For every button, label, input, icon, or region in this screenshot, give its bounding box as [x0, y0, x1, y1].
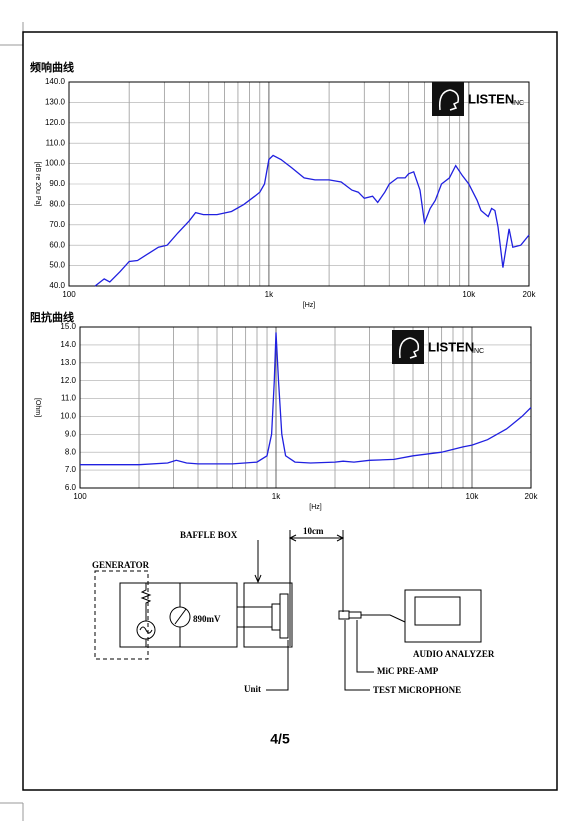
logo-suffix: INC: [512, 100, 524, 107]
meter-needle: [174, 608, 187, 625]
label: MiC PRE-AMP: [377, 666, 439, 676]
y-tick-label: 130.0: [45, 98, 66, 107]
page-border: [22, 31, 558, 791]
y-tick-label: 70.0: [49, 220, 65, 229]
y-tick-label: 80.0: [49, 200, 65, 209]
x-axis-label: [Hz]: [309, 504, 322, 511]
leader: [344, 620, 370, 691]
x-tick-label: 10k: [462, 290, 476, 299]
analyzer: [404, 589, 482, 643]
logo-face: [398, 337, 420, 359]
x-tick-label: 100: [62, 290, 76, 299]
leader: [266, 640, 289, 691]
label: 890mV: [193, 614, 221, 624]
logo-suffix: INC: [472, 348, 484, 355]
logo-mark: [392, 330, 424, 364]
resistor: [140, 583, 152, 621]
logo-name: LISTEN: [468, 91, 514, 106]
baffle: [243, 582, 293, 648]
chart-title: 阻抗曲线: [30, 310, 74, 324]
x-tick-label: 100: [73, 492, 87, 501]
arrow: [288, 534, 345, 542]
curve: [80, 332, 532, 466]
x-tick-label: 20k: [525, 492, 539, 501]
y-tick-label: 110.0: [46, 138, 66, 147]
label: TEST MiCROPHONE: [373, 685, 461, 695]
cable: [361, 614, 406, 623]
y-tick-label: 6.0: [65, 483, 77, 492]
y-tick-label: 140.0: [45, 77, 66, 86]
x-tick-label: 20k: [523, 290, 537, 299]
label: GENERATOR: [92, 560, 150, 570]
label: AUDIO ANALYZER: [413, 649, 495, 659]
logo-name: LISTEN: [428, 339, 474, 354]
y-tick-label: 9.0: [65, 429, 77, 438]
y-tick-label: 120.0: [45, 118, 66, 127]
source-wave: [139, 626, 153, 634]
y-tick-label: 14.0: [60, 340, 76, 349]
y-tick-label: 13.0: [60, 358, 76, 367]
y-tick-label: 60.0: [49, 240, 65, 249]
x-tick-label: 1k: [265, 290, 274, 299]
logo-face: [438, 89, 460, 111]
x-tick-label: 1k: [272, 492, 281, 501]
curve: [94, 154, 530, 287]
label: BAFFLE BOX: [180, 530, 238, 540]
chart-title: 频响曲线: [30, 60, 74, 74]
arrow: [254, 574, 262, 584]
x-tick-label: 10k: [466, 492, 480, 501]
y-tick-label: 50.0: [49, 261, 65, 270]
y-tick-label: 11.0: [61, 394, 77, 403]
leader: [356, 620, 374, 673]
y-tick-label: 12.0: [60, 376, 76, 385]
y-tick-label: 8.0: [65, 447, 77, 456]
circuit-box: [119, 582, 238, 648]
y-axis-label: [dB re 20u Pa]: [34, 162, 41, 207]
x-axis-label: [Hz]: [303, 302, 316, 309]
y-tick-label: 40.0: [49, 281, 65, 290]
diagram: BAFFLE BOX 10cm GENERATOR 890mV Unit AUD…: [92, 526, 495, 695]
label: 10cm: [303, 526, 324, 536]
charts: 频响曲线 40.0 50.0 60.0 70.0 80.0 90.0 100.0 110.0 12…: [30, 60, 538, 511]
y-axis-label: [Ohm]: [34, 398, 41, 417]
y-tick-label: 90.0: [49, 179, 65, 188]
speaker-cone: [279, 593, 289, 639]
label: Unit: [244, 684, 261, 694]
generator-box: [94, 570, 149, 660]
y-tick-label: 10.0: [60, 412, 76, 421]
y-tick-label: 15.0: [60, 322, 76, 331]
logo-mark: [432, 82, 464, 116]
page-number: 4/5: [270, 731, 290, 747]
y-tick-label: 7.0: [65, 465, 77, 474]
analyzer-screen: [414, 596, 461, 626]
y-tick-label: 100.0: [45, 159, 66, 168]
plot-frame: [68, 81, 530, 287]
